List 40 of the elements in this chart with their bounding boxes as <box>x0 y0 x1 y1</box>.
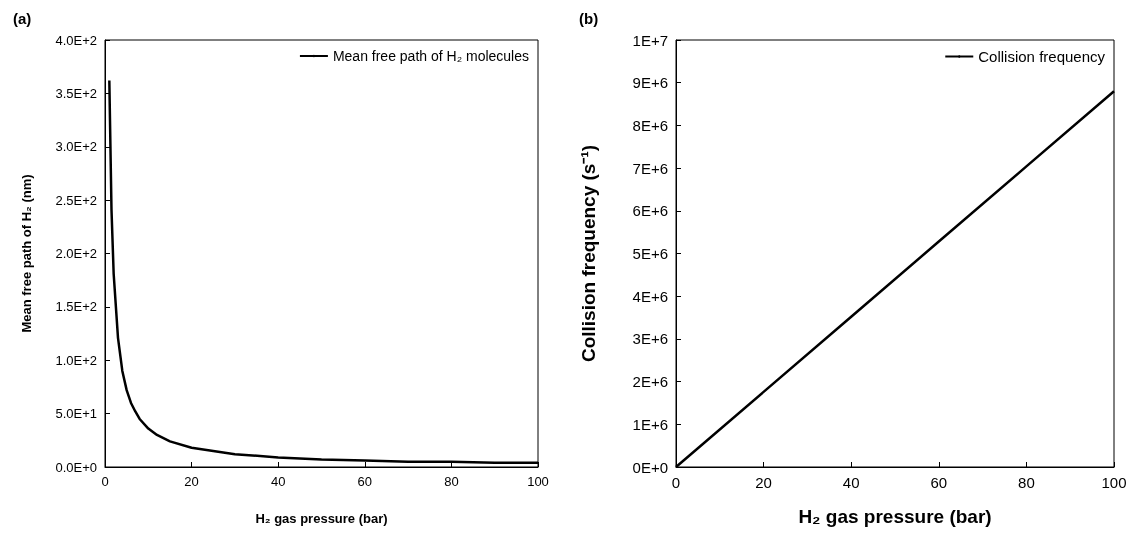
x-tick-label: 80 <box>1018 474 1035 491</box>
y-tick-label: 5.0E+1 <box>55 406 97 422</box>
y-tick-label: 0.0E+0 <box>55 459 97 475</box>
x-axis-title: H₂ gas pressure (bar) <box>255 511 388 526</box>
x-tick-label: 100 <box>527 474 549 489</box>
y-axis-title: Collision frequency (s⁻¹) <box>578 144 599 363</box>
y-tick-label: 3.5E+2 <box>55 85 97 101</box>
legend-label: Mean free path of H₂ molecules <box>332 48 529 64</box>
x-tick-label: 60 <box>357 474 373 489</box>
y-tick-label: 5E+6 <box>632 245 668 262</box>
x-tick-label: 60 <box>930 474 948 491</box>
x-tick-label: 40 <box>842 474 860 491</box>
y-tick-label: 4.0E+2 <box>55 32 97 48</box>
x-axis-title: H₂ gas pressure (bar) <box>798 506 992 527</box>
y-tick-label: 7E+6 <box>632 159 668 177</box>
legend-label: Collision frequency <box>978 48 1106 65</box>
x-tick-label: 20 <box>755 474 772 491</box>
x-tick-label: 40 <box>270 474 286 489</box>
y-tick-label: 0E+0 <box>632 458 668 476</box>
y-tick-label: 9E+6 <box>632 74 668 92</box>
y-tick-label: 8E+6 <box>632 116 668 134</box>
x-tick-label: 0 <box>101 474 109 489</box>
chart-title: (b) <box>579 10 599 27</box>
x-tick-label: 80 <box>444 474 459 489</box>
y-tick-label: 2.5E+2 <box>55 192 97 208</box>
y-tick-label: 1E+7 <box>632 31 668 49</box>
x-tick-label: 20 <box>184 474 199 489</box>
y-tick-label: 3E+6 <box>632 330 668 348</box>
y-tick-label: 3.0E+2 <box>55 139 97 155</box>
x-tick-label: 0 <box>671 474 681 491</box>
y-tick-label: 4E+6 <box>632 287 668 305</box>
y-axis-title: Mean free path of H₂ (nm) <box>19 174 34 333</box>
y-tick-label: 1.5E+2 <box>55 299 97 315</box>
y-tick-label: 2E+6 <box>632 373 668 391</box>
y-tick-label: 1.0E+2 <box>55 352 97 368</box>
y-tick-label: 2.0E+2 <box>55 246 97 261</box>
y-tick-label: 1E+6 <box>632 415 668 433</box>
x-tick-label: 100 <box>1101 474 1127 491</box>
y-tick-label: 6E+6 <box>632 202 668 220</box>
chart-title: (a) <box>13 10 32 27</box>
